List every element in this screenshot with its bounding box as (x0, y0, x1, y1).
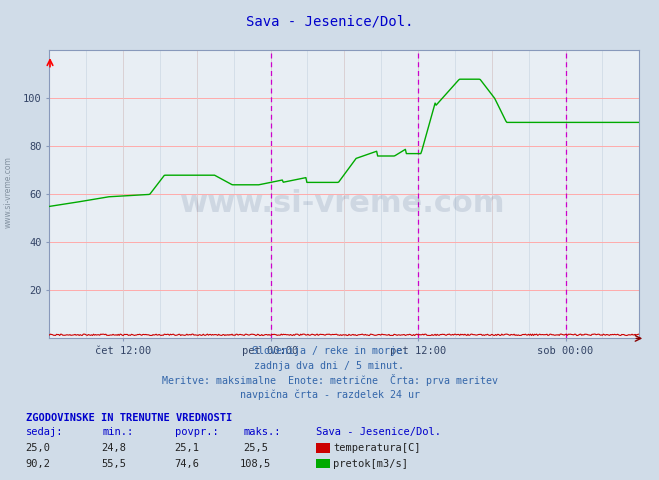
Text: temperatura[C]: temperatura[C] (333, 443, 421, 453)
Text: www.si-vreme.com: www.si-vreme.com (4, 156, 13, 228)
Text: 25,1: 25,1 (174, 443, 199, 453)
Text: Slovenija / reke in morje.: Slovenija / reke in morje. (252, 347, 407, 356)
Text: sedaj:: sedaj: (26, 427, 64, 437)
Text: 24,8: 24,8 (101, 443, 127, 453)
Text: pretok[m3/s]: pretok[m3/s] (333, 459, 409, 468)
Text: navpična črta - razdelek 24 ur: navpična črta - razdelek 24 ur (239, 389, 420, 400)
Text: 25,0: 25,0 (26, 443, 51, 453)
Text: Sava - Jesenice/Dol.: Sava - Jesenice/Dol. (246, 14, 413, 29)
Text: ZGODOVINSKE IN TRENUTNE VREDNOSTI: ZGODOVINSKE IN TRENUTNE VREDNOSTI (26, 413, 233, 422)
Text: maks.:: maks.: (244, 427, 281, 437)
Text: 74,6: 74,6 (174, 459, 199, 468)
Text: Meritve: maksimalne  Enote: metrične  Črta: prva meritev: Meritve: maksimalne Enote: metrične Črta… (161, 374, 498, 386)
Text: 25,5: 25,5 (243, 443, 268, 453)
Text: 90,2: 90,2 (26, 459, 51, 468)
Text: povpr.:: povpr.: (175, 427, 218, 437)
Text: Sava - Jesenice/Dol.: Sava - Jesenice/Dol. (316, 427, 442, 437)
Text: min.:: min.: (102, 427, 133, 437)
Text: zadnja dva dni / 5 minut.: zadnja dva dni / 5 minut. (254, 361, 405, 371)
Text: www.si-vreme.com: www.si-vreme.com (180, 190, 505, 218)
Text: 55,5: 55,5 (101, 459, 127, 468)
Text: 108,5: 108,5 (240, 459, 272, 468)
